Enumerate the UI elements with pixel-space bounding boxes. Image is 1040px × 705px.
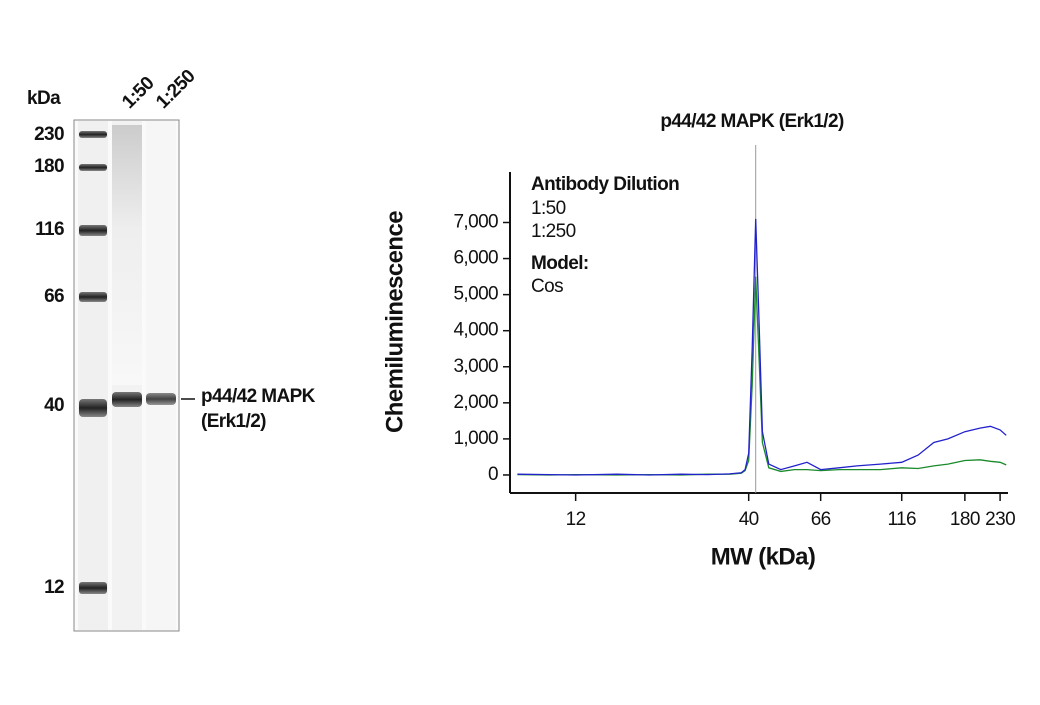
- x-tick-label: 230: [985, 509, 1015, 530]
- ladder: [79, 131, 107, 594]
- x-tick-label: 180: [950, 509, 980, 530]
- y-tick-label: 4,000: [453, 320, 498, 341]
- sample-band: [112, 392, 142, 407]
- marker-label: 12: [44, 577, 64, 598]
- lane: [78, 121, 108, 630]
- y-tick-label: 0: [488, 464, 498, 485]
- ladder-band: [79, 399, 107, 417]
- y-axis-label: Chemiluminescence: [381, 211, 408, 433]
- ladder-band: [79, 131, 107, 138]
- x-tick-label: 116: [887, 509, 916, 530]
- y-tick-label: 6,000: [453, 248, 498, 269]
- legend-entry: 1:250: [531, 221, 576, 242]
- lane-label: 1:50: [118, 73, 158, 113]
- x-axis-label: MW (kDa): [711, 543, 816, 570]
- blot: kDa 1:50 1:250 230 180 116 66 40 12 p44/…: [27, 66, 316, 632]
- band-label: p44/42 MAPK: [201, 386, 316, 407]
- marker-label: 180: [34, 156, 64, 177]
- y-tick-label: 2,000: [453, 392, 498, 413]
- chart-title: p44/42 MAPK (Erk1/2): [660, 111, 844, 132]
- model: Cos: [531, 276, 563, 297]
- ladder-band: [79, 164, 107, 171]
- y-tick-label: 5,000: [453, 284, 498, 305]
- smear: [112, 125, 142, 385]
- model-label: Model:: [531, 253, 589, 274]
- ladder-band: [79, 582, 107, 594]
- legend-entry: 1:50: [531, 198, 566, 219]
- x-tick-label: 40: [739, 509, 759, 530]
- sample-band: [146, 393, 176, 405]
- unit-label: kDa: [27, 88, 61, 109]
- lane-label: 1:250: [152, 66, 199, 113]
- marker-label: 40: [44, 395, 64, 416]
- band-label: (Erk1/2): [201, 411, 266, 432]
- marker-label: 66: [44, 286, 64, 307]
- x-tick-label: 12: [566, 509, 586, 530]
- ladder-band: [79, 225, 107, 236]
- ladder-band: [79, 292, 107, 302]
- y-tick-label: 1,000: [453, 428, 498, 449]
- lane: [146, 121, 176, 630]
- x-tick-label: 66: [811, 509, 831, 530]
- series-line: [517, 218, 1007, 476]
- series-line: [517, 276, 1007, 476]
- marker-label: 230: [34, 124, 64, 145]
- y-tick-label: 3,000: [453, 356, 498, 377]
- marker-label: 116: [35, 219, 64, 240]
- legend-title: Antibody Dilution: [531, 174, 679, 195]
- y-tick-label: 7,000: [453, 212, 498, 233]
